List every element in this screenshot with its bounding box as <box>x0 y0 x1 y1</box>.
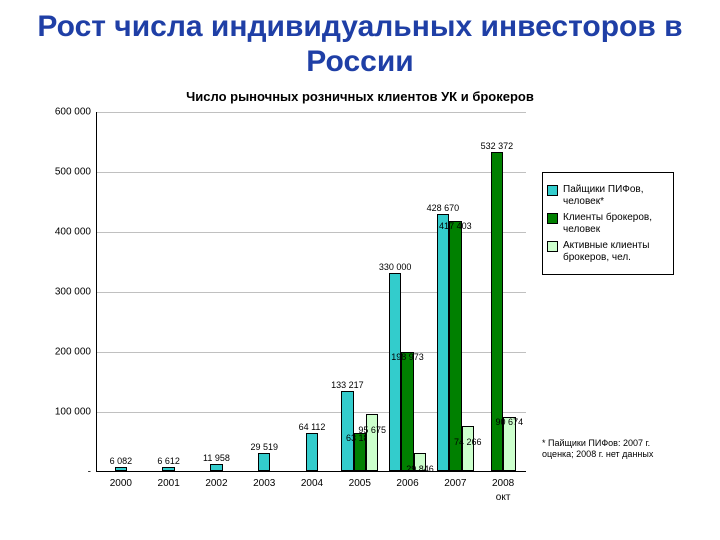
legend: Пайщики ПИФов, человек* Клиенты брокеров,… <box>542 172 674 275</box>
gridline <box>97 352 526 353</box>
bar <box>462 426 474 471</box>
bar-value-label: 64 112 <box>299 422 326 432</box>
x-tick-label: 2006 <box>396 478 418 489</box>
legend-label: Клиенты брокеров, человек <box>563 212 669 235</box>
gridline <box>97 292 526 293</box>
x-tick-label: 2008 <box>492 478 514 489</box>
gridline <box>97 232 526 233</box>
bar-value-label: 330 000 <box>379 262 412 272</box>
plot-area: -100 000200 000300 000400 000500 000600 … <box>96 112 526 472</box>
bar-value-label: 6 612 <box>157 456 180 466</box>
x-tick-label: 2007 <box>444 478 466 489</box>
bar <box>401 352 413 471</box>
bar-value-label: 198 973 <box>391 352 424 362</box>
bar-value-label: 74 266 <box>454 437 482 447</box>
bar-value-label: 6 082 <box>110 456 133 466</box>
bar-value-label: 417 403 <box>439 221 472 231</box>
y-tick-label: 600 000 <box>41 107 91 118</box>
bar <box>210 464 222 471</box>
bar-value-label: 90 674 <box>496 417 524 427</box>
slide-title: Рост числа индивидуальных инвесторов в Р… <box>0 0 720 83</box>
bar-value-label: 11 958 <box>203 453 230 463</box>
bar-value-label: 29 519 <box>250 442 278 452</box>
bar-value-label: 95 675 <box>358 425 386 435</box>
x-tick-label: 2002 <box>205 478 227 489</box>
legend-swatch <box>547 213 558 224</box>
gridline <box>97 172 526 173</box>
x-tick-label: 2004 <box>301 478 323 489</box>
legend-swatch <box>547 241 558 252</box>
y-tick-label: 100 000 <box>41 407 91 418</box>
y-tick-label: 300 000 <box>41 287 91 298</box>
bar <box>115 467 127 471</box>
bar-value-label: 133 217 <box>331 380 364 390</box>
x-tick-label: 2001 <box>158 478 180 489</box>
legend-swatch <box>547 185 558 196</box>
x-tick-label: 2000 <box>110 478 132 489</box>
gridline <box>97 112 526 113</box>
bar <box>258 453 270 471</box>
gridline <box>97 412 526 413</box>
x-tick-sublabel: окт <box>496 492 511 503</box>
bar <box>366 414 378 471</box>
legend-label: Пайщики ПИФов, человек* <box>563 184 669 207</box>
y-tick-label: 400 000 <box>41 227 91 238</box>
chart-subtitle: Число рыночных розничных клиентов УК и б… <box>0 89 720 104</box>
bar <box>449 221 461 471</box>
footnote: * Пайщики ПИФов: 2007 г. оценка; 2008 г.… <box>542 438 678 460</box>
y-tick-label: - <box>41 467 91 478</box>
bar-value-label: 428 670 <box>427 203 460 213</box>
bar <box>162 467 174 471</box>
y-tick-label: 200 000 <box>41 347 91 358</box>
legend-label: Активные клиенты брокеров, чел. <box>563 240 669 263</box>
legend-item: Клиенты брокеров, человек <box>547 212 669 235</box>
bar-value-label: 29 846 <box>406 464 434 474</box>
y-tick-label: 500 000 <box>41 167 91 178</box>
legend-item: Пайщики ПИФов, человек* <box>547 184 669 207</box>
x-tick-label: 2003 <box>253 478 275 489</box>
bar <box>389 273 401 471</box>
legend-item: Активные клиенты брокеров, чел. <box>547 240 669 263</box>
chart: -100 000200 000300 000400 000500 000600 … <box>40 112 680 522</box>
bar-value-label: 532 372 <box>481 141 514 151</box>
bar <box>306 433 318 471</box>
slide: Рост числа индивидуальных инвесторов в Р… <box>0 0 720 540</box>
bar <box>437 214 449 471</box>
bar <box>341 391 353 471</box>
x-tick-label: 2005 <box>349 478 371 489</box>
